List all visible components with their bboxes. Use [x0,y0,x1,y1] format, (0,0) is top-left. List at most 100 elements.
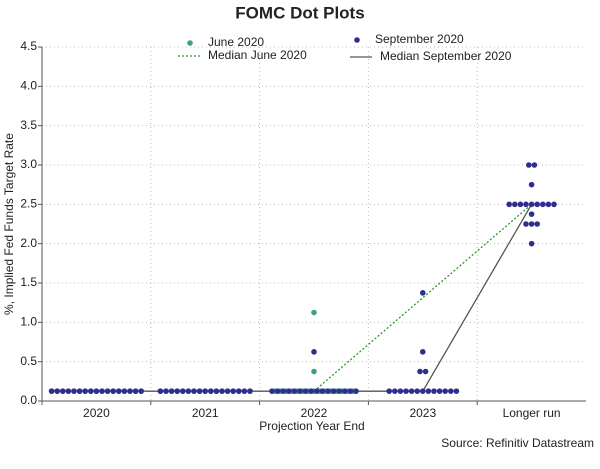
dot [219,388,225,394]
dot [65,388,72,394]
dot [48,388,55,394]
y-tick-label: 4.0 [20,79,37,93]
dot [302,388,309,394]
dot [528,240,535,247]
dot [517,201,524,208]
legend-swatch [354,37,360,43]
dot [420,349,426,355]
y-tick-label: 4.5 [20,39,37,53]
dot [297,388,303,394]
chart-title: FOMC Dot Plots [235,3,364,22]
dot [442,388,449,394]
dot [213,388,220,394]
dot [174,388,180,394]
dot [436,388,443,394]
dot [551,201,557,208]
dot [163,388,169,394]
dot [269,388,275,394]
dot [526,162,532,168]
legend-swatch [187,40,193,46]
dot [353,388,359,394]
dot [116,388,122,394]
dot [82,388,88,394]
legend-label: September 2020 [375,32,464,46]
dot [60,388,66,394]
dot [422,368,429,375]
dot [132,388,139,394]
dot [224,388,231,394]
dot [325,388,331,394]
dot [286,388,292,394]
dot [127,388,133,394]
y-tick-label: 1.5 [20,275,37,289]
dot [545,201,552,208]
dot [311,349,317,355]
dot [403,388,409,394]
y-tick-label: 2.5 [20,197,37,211]
x-axis-label: Projection Year End [259,419,364,433]
dot [138,388,144,394]
dot [347,388,354,394]
dot [342,388,348,394]
dot [534,201,540,208]
x-tick-label: 2020 [83,406,110,420]
x-tick-label: 2023 [409,406,436,420]
dot [54,388,60,394]
dot [523,201,529,208]
x-tick-label: 2022 [301,406,328,420]
source-note: Source: Refinitiv Datastream [441,436,594,450]
y-tick-label: 2.0 [20,236,37,250]
dot [241,388,248,394]
dot [392,388,398,394]
dot [523,221,529,227]
dot [93,388,100,394]
dot [534,221,540,227]
dot [76,388,83,394]
dot [386,388,393,394]
dot [420,290,426,296]
x-tick-label: Longer run [503,406,561,420]
y-tick-label: 3.5 [20,118,37,132]
dot [397,388,404,394]
dot [274,388,281,394]
dot [528,201,535,208]
dot [311,368,317,375]
dot [180,388,186,394]
dot [280,388,287,394]
dot [528,211,535,217]
dot [414,388,421,394]
dot [291,388,298,394]
dot [453,388,460,394]
dot [311,309,317,316]
dot [202,388,208,394]
dot [528,181,535,188]
dot [417,368,423,375]
y-tick-label: 0.0 [20,393,37,407]
dot [196,388,203,394]
dot [104,388,111,394]
legend-label: June 2020 [208,35,264,49]
dot [319,388,326,394]
legend-label: Median June 2020 [208,48,307,62]
dot [425,388,432,394]
dot [71,388,77,394]
dot [236,388,242,394]
dot [330,388,337,394]
dot [121,388,128,394]
dot [531,162,538,168]
dot [506,201,512,208]
x-tick-label: 2021 [192,406,219,420]
y-tick-label: 0.5 [20,354,37,368]
dot [99,388,105,394]
dot [110,388,116,394]
y-axis-label: %, Implied Fed Funds Target Rate [2,133,16,315]
dot [512,201,518,208]
median-line [313,203,533,392]
dot [185,388,192,394]
dot [208,388,214,394]
dot [168,388,175,394]
dot [431,388,437,394]
median-line [96,204,533,392]
dot [448,388,454,394]
dot [308,388,315,394]
